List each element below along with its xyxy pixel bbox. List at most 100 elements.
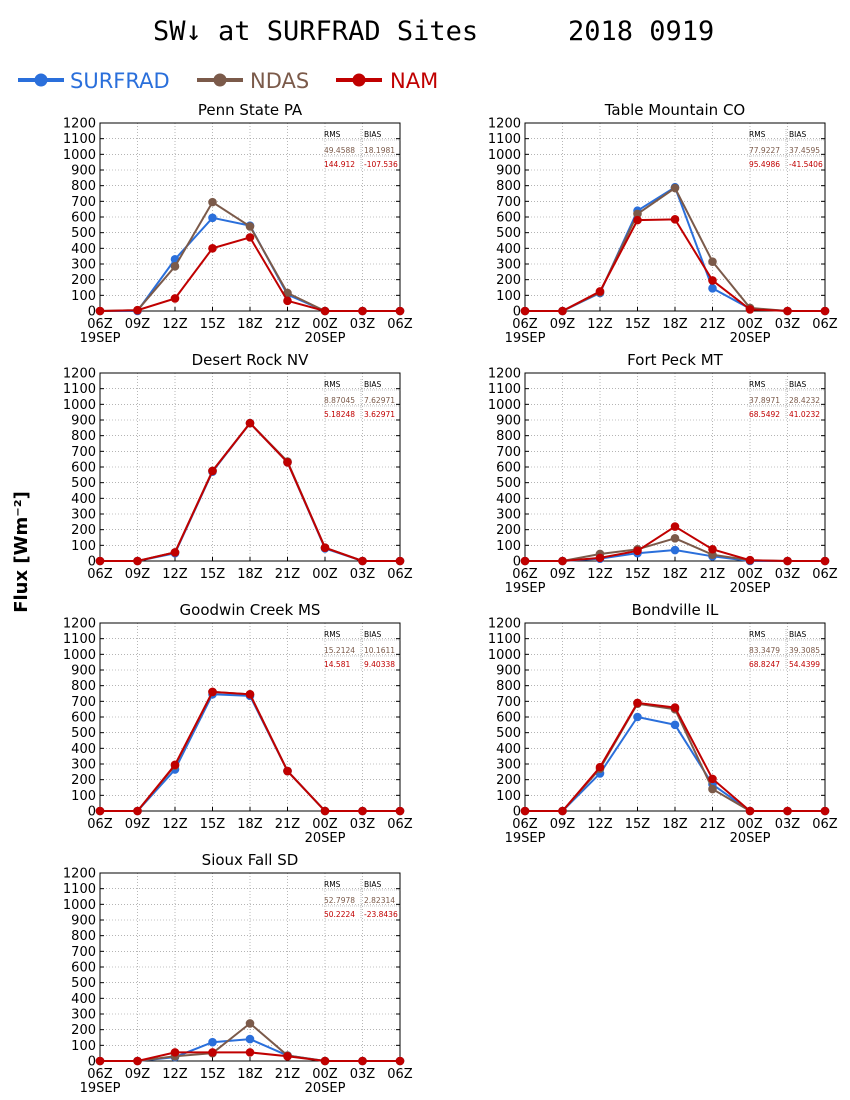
y-tick-label: 400 [496, 242, 521, 257]
x-tick-label: 15Z [625, 567, 651, 582]
data-point-surfrad [208, 213, 217, 223]
data-point-nam [745, 555, 755, 565]
data-point-nam [745, 806, 755, 816]
data-point-nam [670, 703, 680, 712]
x-tick-label: 06Z [387, 1067, 413, 1082]
data-point-nam [558, 556, 567, 566]
data-point-nam [133, 556, 142, 566]
y-tick-label: 100 [496, 539, 521, 554]
y-tick-label: 0 [88, 805, 96, 820]
panel-sioux-fall-sd: Sioux Fall SD 010020030040050060070080090… [63, 851, 413, 1096]
y-tick-label: 1000 [488, 648, 521, 663]
y-tick-label: 700 [71, 695, 96, 710]
x-tick-label: 06Z [812, 817, 838, 832]
y-tick-label: 500 [496, 726, 521, 741]
panel-title: Goodwin Creek MS [180, 601, 321, 619]
data-point-nam [783, 556, 792, 566]
panel-title: Penn State PA [198, 101, 303, 119]
legend: SURFRAD NDAS NAM [18, 69, 438, 93]
data-point-ndas [170, 262, 180, 271]
y-tick-label: 600 [496, 211, 521, 226]
data-point-ndas [245, 1019, 255, 1028]
stats-rms-header: RMS [749, 630, 766, 639]
data-point-nam [245, 233, 255, 242]
y-tick-label: 0 [513, 555, 521, 570]
stats-ndas-rms: 83.3479 [749, 646, 780, 655]
stats-ndas-bias: 28.4232 [789, 396, 820, 405]
panel-bondville-il: Bondville IL 0100200300400500600700800900… [488, 601, 838, 846]
y-tick-label: 700 [71, 945, 96, 960]
y-tick-label: 0 [88, 555, 96, 570]
y-tick-label: 300 [71, 758, 96, 773]
data-point-nam [395, 306, 405, 316]
data-point-nam [595, 287, 605, 296]
data-point-nam [633, 698, 642, 708]
data-point-ndas [708, 784, 717, 794]
x-tick-label: 09Z [125, 1067, 151, 1082]
stats-table: RMS BIAS 15.2124 10.1611 14.581 9.40338 [322, 629, 402, 669]
x-tick-label: 15Z [200, 317, 226, 332]
stats-rms-header: RMS [749, 380, 766, 389]
stats-ndas-bias: 39.3085 [789, 646, 820, 655]
stats-nam-rms: 68.5492 [749, 410, 780, 419]
header: SW↓ at SURFRAD Sites 2018 0919 [153, 16, 714, 47]
y-tick-label: 800 [71, 429, 96, 444]
data-point-nam [283, 296, 292, 306]
series-ndas [95, 418, 405, 566]
y-tick-label: 400 [71, 242, 96, 257]
data-point-nam [245, 1048, 255, 1057]
y-tick-label: 200 [71, 273, 96, 288]
stats-bias-header: BIAS [789, 630, 806, 639]
data-point-nam [208, 687, 217, 697]
x-tick-label: 21Z [275, 817, 301, 832]
stats-bias-header: BIAS [364, 380, 381, 389]
x-date-label: 19SEP [80, 1081, 121, 1096]
x-tick-label: 06Z [512, 317, 538, 332]
y-tick-label: 1200 [488, 617, 521, 632]
x-tick-label: 12Z [162, 567, 188, 582]
y-tick-label: 0 [513, 805, 521, 820]
stats-nam-rms: 50.2224 [324, 910, 355, 919]
stats-ndas-rms: 52.7978 [324, 896, 355, 905]
y-tick-label: 200 [71, 1023, 96, 1038]
y-tick-label: 900 [496, 414, 521, 429]
x-tick-label: 06Z [512, 817, 538, 832]
y-tick-label: 700 [71, 195, 96, 210]
data-point-nam [170, 294, 180, 303]
y-tick-label: 1200 [488, 117, 521, 132]
y-axis-label: Flux [Wm⁻²] [11, 491, 32, 613]
stats-ndas-bias: 10.1611 [364, 646, 395, 655]
x-tick-label: 00Z [737, 817, 763, 832]
y-tick-label: 800 [71, 929, 96, 944]
series-surfrad [95, 418, 405, 566]
data-point-nam [558, 306, 567, 316]
y-tick-label: 1000 [63, 648, 96, 663]
data-point-nam [208, 244, 217, 253]
stats-ndas-rms: 77.9227 [749, 146, 780, 155]
gridlines [525, 373, 825, 561]
data-point-ndas [708, 257, 717, 266]
y-tick-label: 1100 [63, 632, 96, 647]
series-nam [520, 522, 830, 566]
x-tick-label: 03Z [350, 317, 376, 332]
y-tick-label: 500 [71, 976, 96, 991]
x-tick-label: 12Z [587, 817, 613, 832]
y-tick-label: 800 [496, 179, 521, 194]
stats-nam-rms: 14.581 [324, 660, 350, 669]
data-point-nam [358, 306, 367, 316]
data-point-nam [245, 689, 255, 699]
stats-bias-header: BIAS [364, 130, 381, 139]
series-nam [95, 418, 405, 566]
data-point-nam [595, 762, 605, 772]
x-tick-label: 09Z [125, 317, 151, 332]
stats-nam-bias: -107.536 [364, 160, 398, 169]
series-line-nam [100, 690, 400, 812]
legend-swatch-marker [34, 73, 48, 87]
legend-swatch-marker [213, 73, 227, 87]
y-tick-label: 1100 [488, 632, 521, 647]
x-tick-label: 06Z [512, 567, 538, 582]
x-tick-label: 03Z [350, 1067, 376, 1082]
stats-nam-bias: 3.62971 [364, 410, 395, 419]
gridlines [100, 123, 400, 311]
y-tick-label: 500 [496, 226, 521, 241]
